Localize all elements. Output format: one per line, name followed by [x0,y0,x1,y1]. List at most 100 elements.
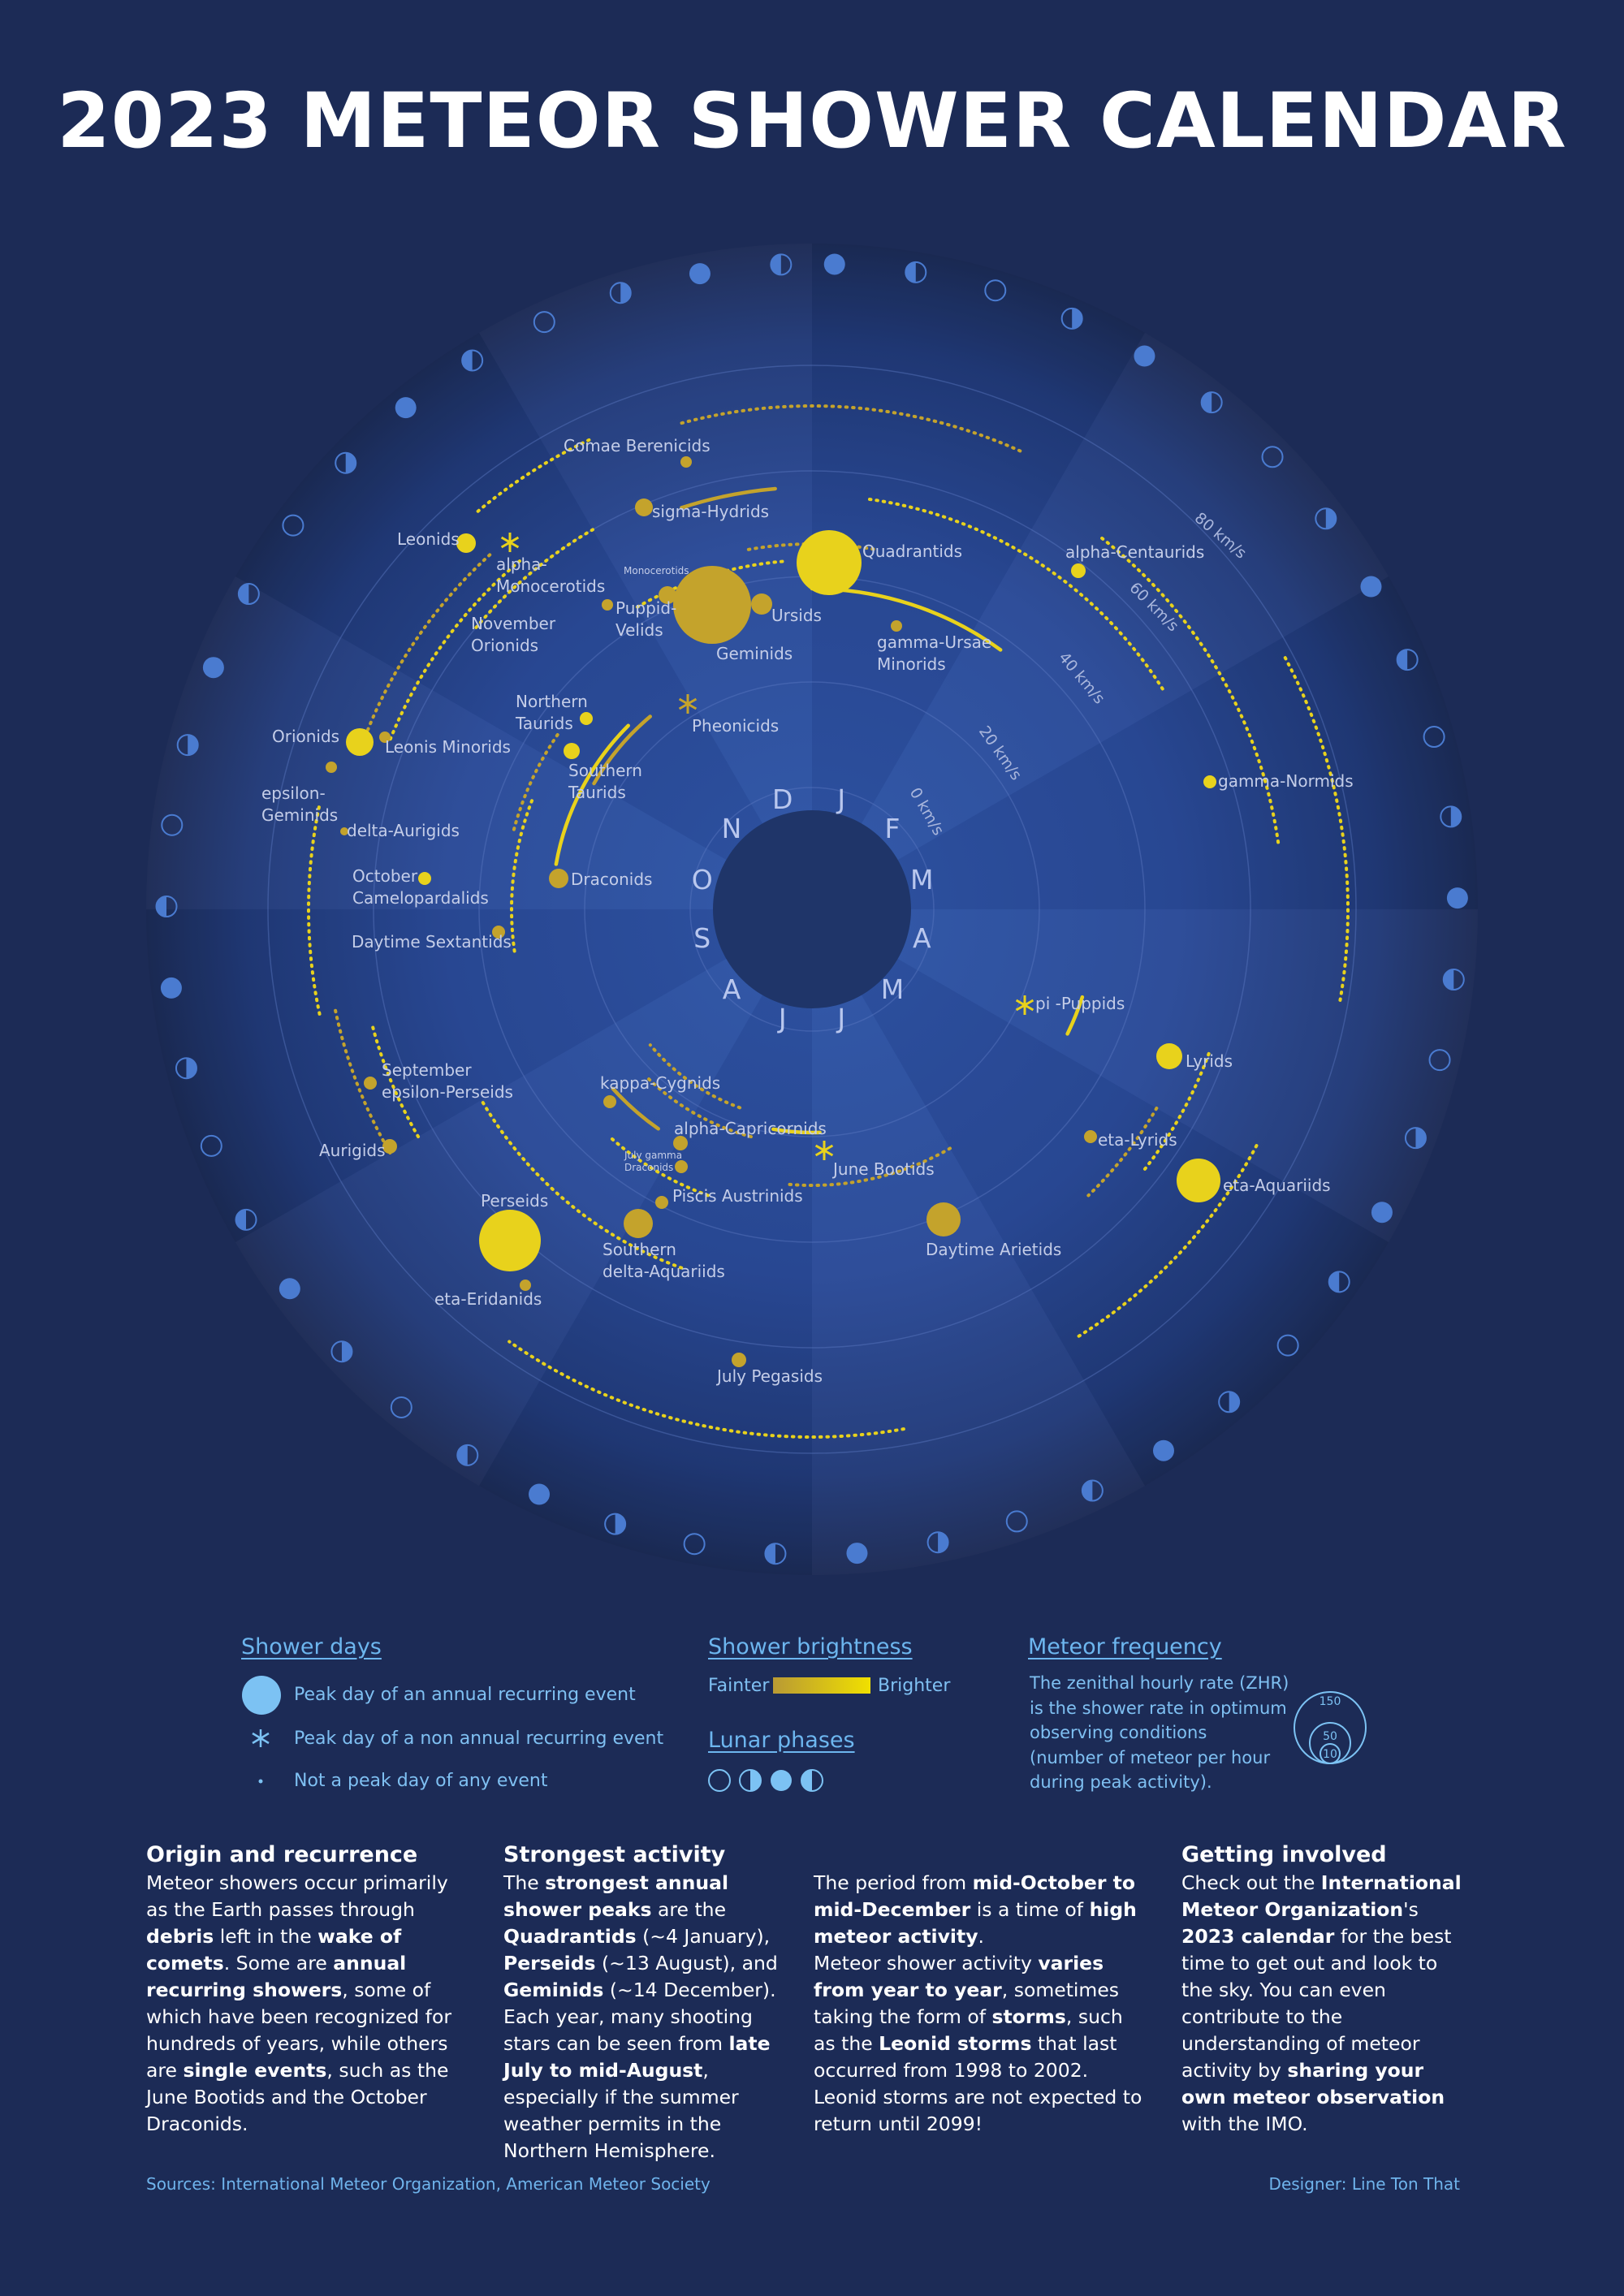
legend-shower-days-title: Shower days [241,1634,382,1659]
shower-label: gamma-Ursae [877,632,991,652]
legend-brighter: Brighter [878,1676,951,1696]
month-label: J [836,783,845,815]
last-moon-icon [155,896,178,918]
shower-label: gamma-Normids [1218,771,1354,791]
peak-marker [926,1202,961,1236]
first-moon-icon [330,1340,353,1363]
zhr-scale-icon: 150 50 10 [1294,1691,1367,1764]
shower-arc [371,1025,421,1138]
shower-arc [771,1127,822,1135]
full-moon-icon [529,1483,551,1505]
asterisk-stroke [678,697,698,710]
involved-column: Getting involved Check out the Internati… [1181,1841,1474,2138]
svg-text:10: 10 [1323,1748,1337,1761]
chart-center [713,810,911,1008]
shower-peaks [326,456,1220,1367]
shower-label: Quadrantids [862,542,962,561]
shower-label: Draconids [571,870,652,889]
peak-marker [1156,1043,1182,1069]
month-sector [235,332,813,910]
legend-lunar-title: Lunar phases [708,1728,855,1753]
last-moon-icon [235,1208,257,1231]
peak-marker [635,498,653,516]
origin-column: Origin and recurrence Meteor showers occ… [146,1841,463,2138]
shower-arc [648,1043,742,1110]
full-moon-icon [1371,1202,1393,1224]
full-moon-icon [160,977,182,999]
shower-arc [592,714,652,786]
legend-annual-peak: Peak day of an annual recurring event [294,1685,636,1705]
peak-marker [797,530,862,595]
legend-frequency-text: The zenithal hourly rate (ZHR) is the sh… [1030,1673,1289,1792]
shower-label: epsilon-Perseids [382,1082,513,1102]
peak-marker [346,728,374,756]
full-moon-icon [823,253,845,275]
last-moon-icon [461,349,484,372]
month-label: D [772,783,793,815]
origin-text: Meteor showers occur primarily as the Ea… [146,1871,451,2135]
shower-arc [680,486,777,510]
first-moon-icon [175,1057,197,1080]
first-moon-icon [1218,1391,1241,1413]
lunar-phase-ring [155,253,1468,1565]
full-moon-icon [1360,576,1382,598]
shower-label: eta-Eridanids [434,1289,542,1309]
month-label: N [722,813,742,844]
new-moon-icon [1005,1510,1028,1533]
shower-label: Daytime Sextantids [352,932,512,952]
month-label: M [910,864,933,896]
peak-marker [655,1196,668,1209]
shower-label: sigma-Hydrids [652,502,769,521]
new-moon-icon [390,1396,412,1418]
period-text-1: The period from mid-October to mid-Decem… [814,1871,1137,1948]
shower-label: Orionids [471,636,538,655]
first-moon-icon [1440,805,1462,828]
last-moon-icon [237,583,260,606]
legend-non-peak: Not a peak day of any event [294,1771,548,1791]
peak-asterisk [678,694,698,714]
shower-label: June Bootids [831,1159,935,1179]
asterisk-stroke [1015,999,1034,1012]
month-label: F [885,813,901,844]
peak-marker [624,1209,653,1238]
shower-arc [479,1098,684,1270]
period-text-2: Meteor shower activity varies from year … [814,1952,1142,2135]
last-moon-icon [770,253,793,276]
shower-arc [867,497,1165,692]
last-moon-icon [1442,969,1465,991]
new-moon-icon [984,279,1007,302]
shower-arc [643,1074,753,1139]
shower-arc [554,723,630,866]
month-label: O [692,864,713,896]
shower-label: Taurids [568,783,626,802]
shower-label: September [382,1060,472,1080]
last-moon-icon [456,1444,479,1466]
shower-label: Puppid- [615,598,676,618]
shower-label: Taurids [515,714,573,733]
shower-arc [611,1086,660,1131]
shower-label: alpha-Centaurids [1065,542,1204,562]
month-label: J [836,1003,845,1034]
legend-brightness-title: Shower brightness [708,1634,913,1659]
involved-text: Check out the International Meteor Organ… [1181,1871,1462,2135]
peak-marker [602,599,613,611]
shower-label: Leonis Minorids [385,737,511,757]
shower-label: Leonids [397,529,460,549]
shower-label: October [352,866,418,886]
month-label: A [723,973,741,1005]
shower-arc [388,559,522,741]
ring-80 [267,365,1357,1454]
dot-icon [258,1779,263,1784]
new-moon-icon [1261,446,1284,468]
shower-arc [607,1133,710,1198]
ring-60 [373,470,1251,1349]
shower-arc [1077,1144,1259,1338]
peak-marker [418,872,431,885]
shower-arc [786,1146,952,1188]
peak-marker [564,743,580,759]
peak-marker [673,566,751,644]
first-quarter-icon [739,1769,762,1792]
shower-arc [1283,656,1350,1004]
new-moon-icon [200,1134,222,1157]
full-moon-icon [202,657,224,679]
